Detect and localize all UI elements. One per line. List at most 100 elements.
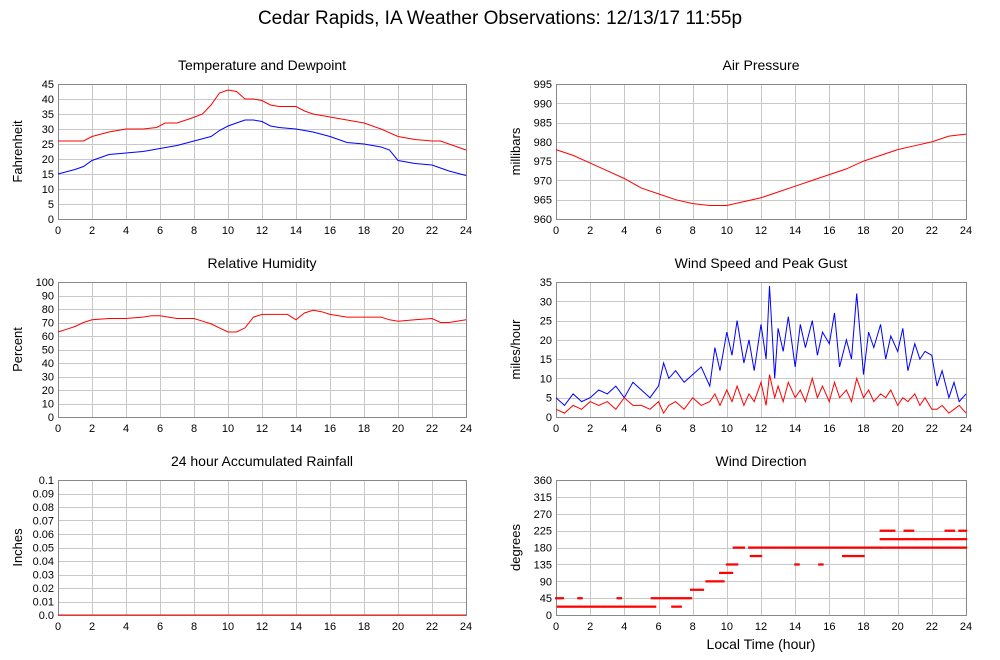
direction-point: [754, 554, 758, 558]
direction-point: [674, 597, 677, 600]
direction-point: [910, 529, 913, 532]
direction-point: [607, 605, 611, 608]
plot-frame: [58, 84, 467, 220]
direction-point: [906, 529, 910, 532]
direction-point: [883, 538, 886, 541]
direction-point: [840, 546, 843, 549]
direction-point: [689, 588, 693, 591]
y-tick-label: 40: [42, 358, 54, 370]
direction-point: [935, 538, 939, 541]
direction-point: [949, 529, 952, 532]
direction-point: [753, 546, 756, 549]
direction-point: [951, 546, 954, 549]
series-line-0: [57, 309, 467, 333]
direction-point: [621, 605, 624, 608]
direction-point: [934, 546, 937, 549]
direction-point: [580, 597, 583, 600]
direction-point: [920, 546, 923, 549]
direction-point: [847, 546, 850, 549]
direction-point: [700, 588, 703, 591]
direction-point: [941, 538, 944, 541]
direction-point: [696, 588, 699, 591]
direction-point: [883, 529, 886, 532]
series-line-1: [555, 374, 967, 415]
x-tick-label: 18: [358, 621, 370, 633]
x-tick-label: 24: [460, 621, 472, 633]
direction-point: [563, 605, 566, 608]
direction-point: [903, 529, 906, 532]
direction-point: [929, 546, 932, 549]
direction-point: [886, 546, 889, 549]
direction-point: [830, 546, 833, 549]
direction-point: [818, 563, 821, 566]
direction-point: [701, 588, 705, 591]
direction-point: [681, 597, 684, 600]
direction-point: [804, 546, 807, 549]
direction-point: [652, 605, 655, 608]
direction-point: [640, 605, 643, 608]
y-tick-label: 90: [42, 291, 54, 303]
chart-title: Relative Humidity: [208, 255, 317, 271]
direction-point: [927, 538, 930, 541]
x-tick-label: 2: [587, 225, 593, 237]
direction-point: [812, 546, 816, 549]
direction-point: [891, 546, 894, 549]
direction-point: [618, 605, 621, 608]
direction-point: [886, 529, 889, 532]
direction-point: [751, 554, 754, 558]
x-tick-label: 10: [721, 621, 733, 633]
direction-point: [961, 546, 964, 549]
direction-point: [717, 580, 720, 583]
direction-point: [937, 538, 940, 541]
x-tick-label: 0: [553, 423, 559, 435]
x-tick-label: 24: [460, 225, 472, 237]
direction-point: [760, 554, 763, 558]
direction-point: [590, 605, 594, 608]
direction-point: [722, 571, 725, 575]
y-tick-label: 25: [540, 316, 552, 328]
direction-point: [869, 546, 872, 549]
direction-point: [760, 546, 763, 549]
direction-point: [611, 605, 614, 608]
direction-point: [920, 538, 923, 541]
direction-point: [929, 538, 932, 541]
direction-point: [860, 546, 863, 549]
direction-point: [905, 529, 908, 532]
y-tick-label: 20: [42, 385, 54, 397]
y-tick-label: 15: [540, 354, 552, 366]
x-tick-label: 14: [290, 423, 302, 435]
y-tick-label: 15: [42, 169, 54, 181]
direction-point: [946, 546, 949, 549]
direction-point: [954, 538, 957, 541]
y-tick-label: 80: [42, 304, 54, 316]
direction-point: [961, 538, 964, 541]
direction-point: [679, 605, 682, 608]
series-line-0: [58, 89, 467, 151]
y-tick-label: 45: [42, 79, 54, 91]
y-tick-label: 180: [534, 543, 552, 555]
direction-point: [722, 580, 725, 583]
direction-point: [753, 554, 756, 558]
x-tick-label: 18: [857, 225, 869, 237]
direction-point: [903, 546, 906, 549]
y-tick-label: 0: [546, 610, 552, 622]
direction-point: [894, 538, 898, 541]
direction-point: [949, 538, 952, 541]
x-tick-label: 20: [892, 423, 904, 435]
x-tick-label: 20: [392, 621, 404, 633]
direction-point: [688, 597, 691, 600]
direction-point: [857, 554, 860, 558]
x-tick-label: 12: [256, 225, 268, 237]
direction-point: [824, 546, 828, 549]
direction-point: [599, 605, 602, 608]
direction-point: [852, 554, 855, 558]
direction-point: [725, 563, 729, 566]
y-tick-label: 0.07: [33, 516, 54, 528]
direction-point: [862, 546, 865, 549]
y-axis-label: millibars: [508, 127, 523, 175]
x-tick-label: 8: [690, 621, 696, 633]
direction-point: [766, 546, 770, 549]
